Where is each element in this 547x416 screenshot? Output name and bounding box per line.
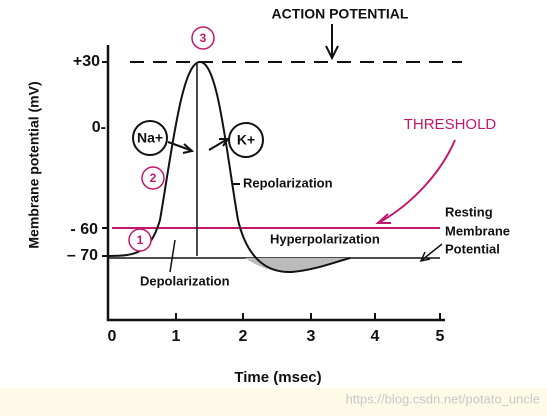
x-tick-labels: 0 1 2 3 4 5 [108,328,445,345]
resting-arrow [419,243,443,263]
x-tick-label: 0 [108,328,117,345]
repolarization-label: Repolarization [243,175,333,190]
k-circle [228,122,264,158]
y-tick-labels: +30 0- - 60 – 70 [67,53,106,264]
y-tick-label: +30 [73,53,100,70]
step-circles [128,26,215,252]
potential-curve [107,60,351,274]
resting-label: Resting [445,204,493,219]
y-tick-label: - 60 [70,221,98,238]
x-tick-label: 2 [239,328,248,345]
y-tick-label: 0- [92,119,106,136]
x-tick-label: 1 [172,328,181,345]
x-tick-label: 3 [307,328,316,345]
x-ticks [102,61,441,320]
title-arrow [325,24,339,61]
y-axis-label: Membrane potential (mV) [26,81,42,248]
hyperpolarization-label: Hyperpolarization [270,231,380,246]
y-tick-label: – 70 [67,247,98,264]
threshold-label: THRESHOLD [404,116,497,133]
na-circle [132,120,168,156]
depolarization-pointer [169,239,176,273]
resting-label: Potential [445,241,500,256]
hyperpolarization-area [245,258,350,273]
depolarization-label: Depolarization [140,273,230,288]
threshold-arrow [375,139,456,224]
footer-band [0,388,547,416]
x-axis-label: Time (msec) [234,369,321,386]
ion-label: K+ [237,132,255,148]
resting-label: Membrane [445,223,510,238]
step-label: 2 [150,171,157,185]
ion-label: Na+ [137,130,163,146]
axes [106,45,445,322]
watermark: https://blog.csdn.net/potato_uncle [346,391,540,406]
x-tick-label: 5 [436,328,445,345]
step-label: 3 [200,31,207,45]
step-label: 1 [137,233,144,247]
x-tick-label: 4 [371,328,380,345]
ion-arrows [167,138,230,154]
title: ACTION POTENTIAL [272,6,409,22]
